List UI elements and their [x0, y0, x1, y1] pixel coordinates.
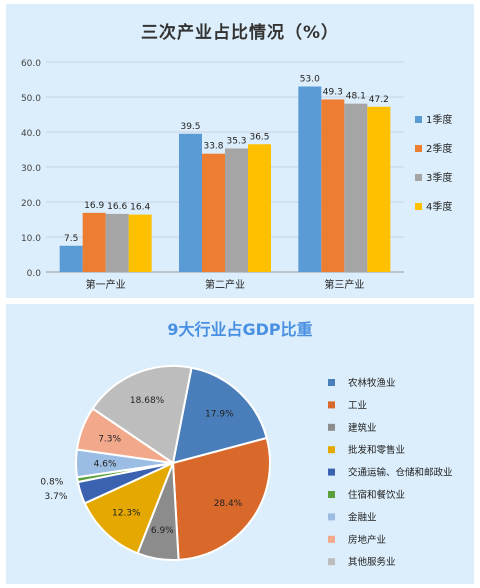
y-tick-label: 0.0 — [27, 269, 42, 279]
pie-slice — [91, 365, 193, 465]
legend-label: 房地产业 — [348, 534, 386, 546]
bar — [128, 214, 152, 272]
legend-swatch — [328, 401, 335, 409]
bar — [367, 106, 391, 272]
y-tick-label: 20.0 — [21, 199, 41, 209]
pie-value-label: 17.9% — [205, 409, 234, 419]
y-tick-label: 10.0 — [21, 234, 41, 244]
pie-slice — [171, 436, 271, 561]
bar-value-label: 7.5 — [64, 234, 78, 244]
pie-value-label: 18.68% — [130, 396, 165, 406]
pie-slice — [83, 461, 175, 555]
legend-label: 交通运输、仓储和邮政业 — [348, 467, 453, 479]
pie-value-label: 28.4% — [214, 499, 243, 509]
legend-label: 农林牧渔业 — [348, 377, 396, 389]
legend-swatch — [415, 174, 422, 181]
bar-value-label: 49.3 — [323, 87, 343, 97]
legend-swatch — [328, 423, 335, 431]
bar — [248, 144, 271, 272]
legend-swatch — [328, 558, 335, 566]
bar — [225, 148, 248, 272]
pie-value-label: 3.7% — [45, 492, 68, 502]
bar — [105, 213, 129, 272]
bar — [82, 212, 106, 272]
bar-value-label: 48.1 — [346, 92, 366, 102]
legend-label: 工业 — [348, 400, 367, 411]
bar — [321, 99, 345, 272]
legend-label: 其他服务业 — [348, 556, 396, 568]
legend-label: 建筑业 — [348, 422, 377, 434]
y-tick-label: 50.0 — [21, 94, 41, 104]
bar-value-label: 47.2 — [369, 95, 389, 105]
bar — [298, 86, 322, 272]
legend-label: 金融业 — [348, 511, 377, 523]
x-category-label: 第三产业 — [324, 278, 364, 291]
legend-swatch — [415, 203, 422, 210]
legend-label: 3季度 — [426, 171, 452, 184]
bar-value-label: 16.9 — [84, 201, 104, 211]
pie-chart-panel: 9大行业占GDP比重 17.9% 28.4% 6.9% 12.3% 3.7% 0.8% 4.… — [6, 304, 474, 584]
bar-value-label: 36.5 — [249, 132, 269, 142]
legend-swatch — [415, 145, 422, 152]
x-category-label: 第二产业 — [205, 278, 245, 291]
legend-swatch — [328, 446, 335, 454]
bar-value-label: 33.8 — [203, 142, 223, 152]
legend-swatch — [415, 116, 422, 123]
legend-label: 2季度 — [426, 142, 452, 155]
pie-chart-title: 9大行业占GDP比重 — [167, 320, 313, 339]
bar-value-label: 53.0 — [300, 75, 320, 85]
x-category-label: 第一产业 — [86, 278, 126, 291]
bar-value-label: 35.3 — [226, 136, 246, 146]
bar-chart-title: 三次产业占比情况（%） — [140, 23, 340, 43]
bar-value-label: 16.6 — [107, 202, 127, 212]
legend-swatch — [328, 491, 335, 498]
bar — [202, 153, 225, 272]
pie-value-label: 0.8% — [40, 477, 63, 487]
bar-value-label: 16.4 — [130, 203, 150, 213]
legend-swatch — [328, 513, 335, 521]
bar-chart-panel: 三次产业占比情况（%） 0.0 10.0 20.0 30.0 40.0 50.0 60.0 7… — [6, 4, 474, 298]
bar-chart: 0.0 10.0 20.0 30.0 40.0 50.0 60.0 7.5 16.9 16.6 16… — [21, 59, 452, 291]
legend-label: 4季度 — [426, 200, 452, 213]
y-tick-label: 40.0 — [21, 129, 41, 139]
pie-chart: 17.9% 28.4% 6.9% 12.3% 3.7% 0.8% 4.6% 7.3% 18.68… — [40, 365, 453, 568]
y-tick-label: 60.0 — [21, 59, 41, 69]
bar-value-label: 39.5 — [180, 122, 200, 132]
legend-swatch — [328, 379, 335, 386]
legend-label: 1季度 — [426, 113, 452, 126]
legend-swatch — [328, 535, 335, 543]
legend-label: 批发和零售业 — [348, 444, 405, 456]
pie-value-label: 7.3% — [98, 435, 121, 445]
pie-value-label: 4.6% — [94, 459, 117, 469]
bar — [179, 133, 202, 272]
pie-slice — [171, 366, 268, 465]
bar — [59, 245, 83, 272]
legend-label: 住宿和餐饮业 — [348, 489, 405, 501]
y-tick-label: 30.0 — [21, 164, 41, 174]
legend-swatch — [328, 468, 335, 476]
bar — [344, 103, 368, 273]
pie-value-label: 12.3% — [112, 508, 141, 518]
pie-value-label: 6.9% — [151, 526, 174, 536]
